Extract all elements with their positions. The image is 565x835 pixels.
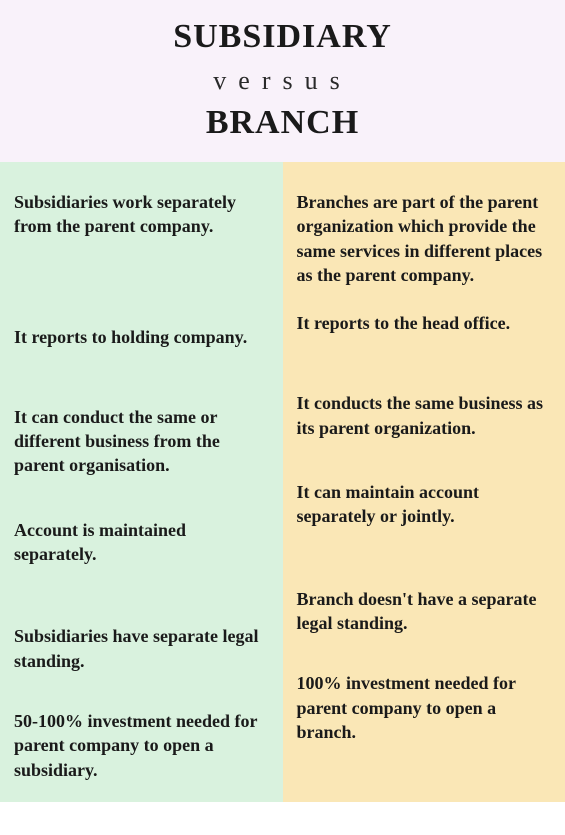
branch-point: It reports to the head office.: [297, 311, 552, 335]
branch-point: Branch doesn't have a separate legal sta…: [297, 587, 552, 636]
title-versus: versus: [0, 66, 565, 96]
subsidiary-point: Subsidiaries work separately from the pa…: [14, 190, 269, 239]
branch-column: Branches are part of the parent organiza…: [283, 162, 565, 802]
branch-point: 100% investment needed for parent compan…: [297, 671, 552, 744]
branch-point: Branches are part of the parent organiza…: [297, 190, 552, 287]
branch-point: It conducts the same business as its par…: [297, 391, 552, 440]
subsidiary-column: Subsidiaries work separately from the pa…: [0, 162, 283, 802]
comparison-columns: Subsidiaries work separately from the pa…: [0, 162, 565, 802]
subsidiary-point: It reports to holding company.: [14, 325, 269, 349]
subsidiary-point: Account is maintained separately.: [14, 518, 269, 567]
title-top: SUBSIDIARY: [0, 18, 565, 56]
header-block: SUBSIDIARY versus BRANCH: [0, 0, 565, 162]
subsidiary-point: It can conduct the same or different bus…: [14, 405, 269, 478]
title-bottom: BRANCH: [0, 104, 565, 142]
subsidiary-point: Subsidiaries have separate legal standin…: [14, 624, 269, 673]
subsidiary-point: 50-100% investment needed for parent com…: [14, 709, 269, 782]
branch-point: It can maintain account separately or jo…: [297, 480, 552, 529]
